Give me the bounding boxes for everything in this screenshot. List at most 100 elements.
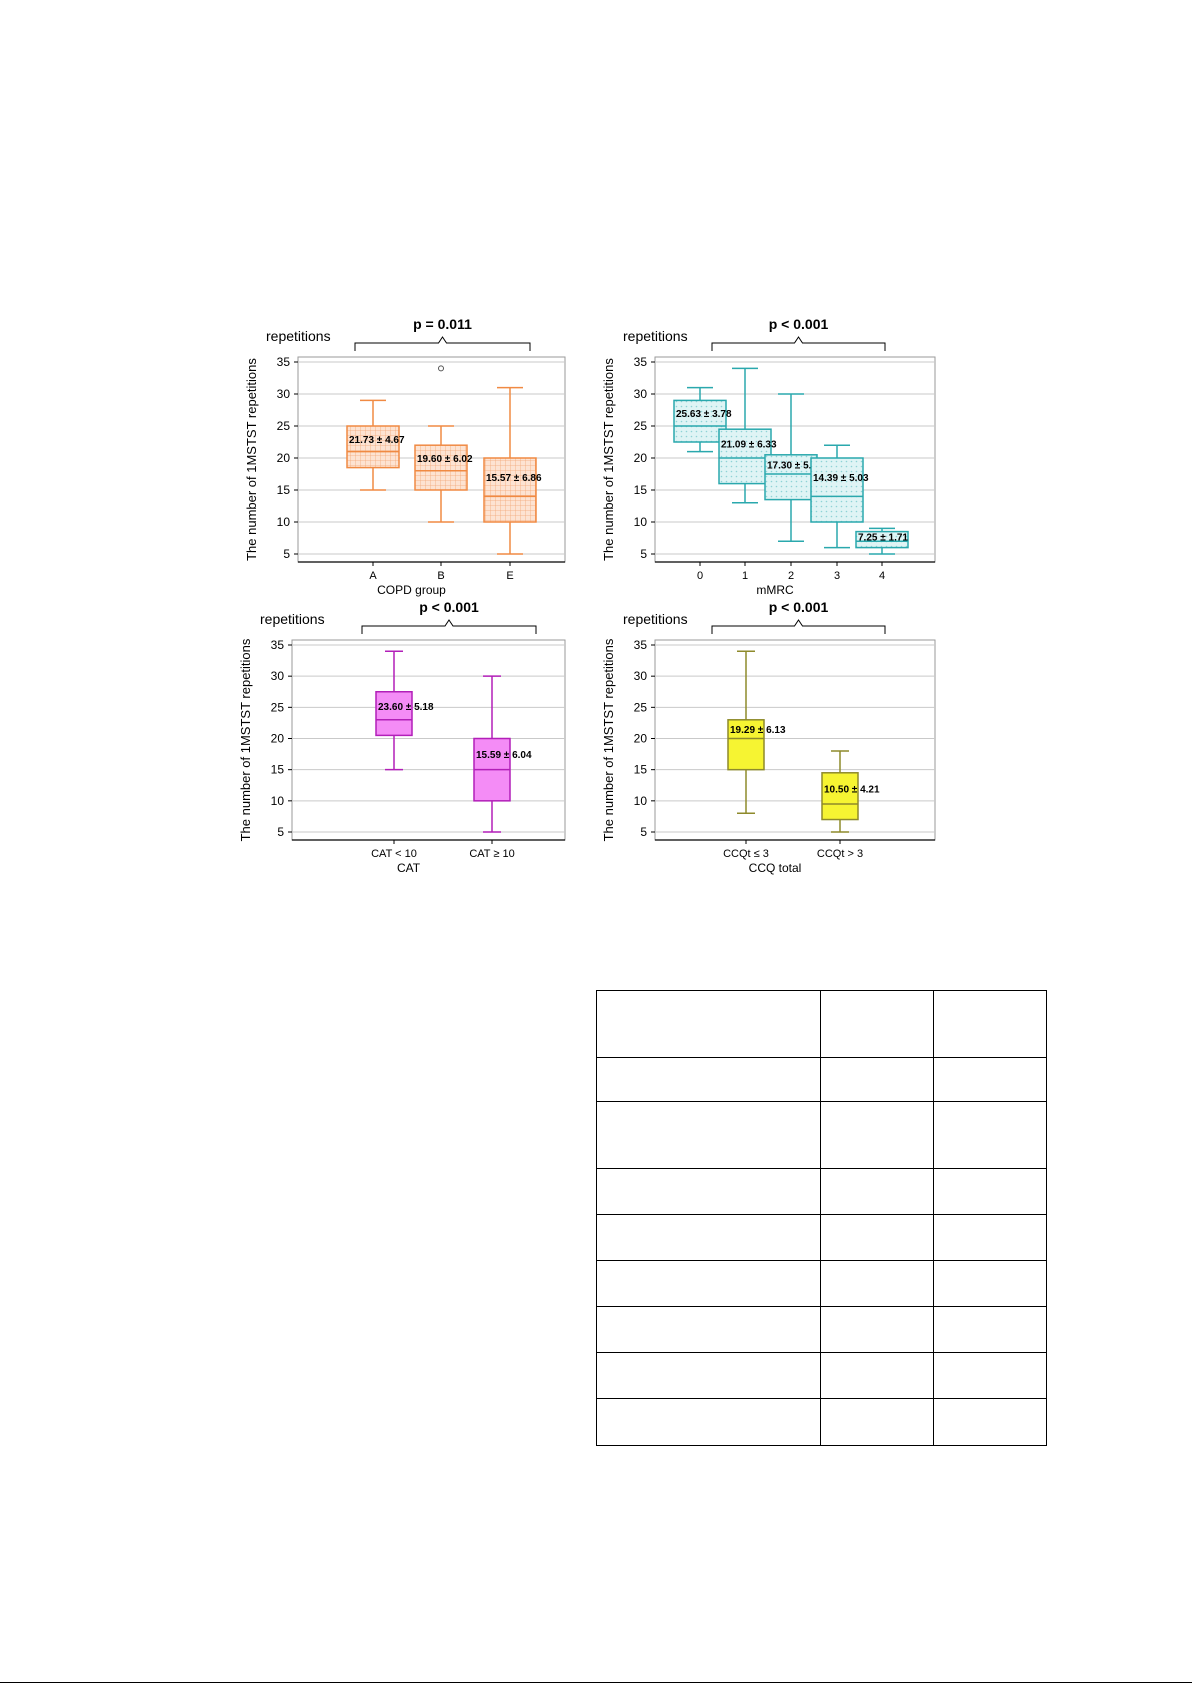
x-tick-label-copd: A [369, 570, 377, 582]
y-tick-label-ccq: 30 [634, 669, 648, 683]
mean-sd-label: 21.09 ± 6.33 [721, 440, 777, 451]
y-tick-label-copd: 30 [277, 387, 291, 401]
table-row [596, 1214, 1047, 1261]
blank-table [596, 990, 1047, 1446]
table-row [596, 1168, 1047, 1215]
table-cell [596, 1260, 821, 1307]
box-cat-0 [375, 691, 413, 737]
y-tick-label-ccq: 20 [634, 732, 648, 746]
y-tick-label-ccq: 10 [634, 794, 648, 808]
y-tick-label-cat: 5 [277, 825, 284, 839]
y-tick-label-mmrc: 5 [640, 547, 647, 561]
y-axis-title-mmrc: The number of 1MSTST repetitions [601, 358, 616, 561]
y-tick-label-copd: 5 [283, 547, 290, 561]
unit-label-mmrc: repetitions [623, 328, 688, 344]
y-tick-label-mmrc: 20 [634, 451, 648, 465]
table-cell [933, 1057, 1047, 1102]
table-cell [933, 1398, 1047, 1446]
table-cell [596, 1214, 821, 1261]
table-cell [596, 1306, 821, 1353]
x-tick-label-mmrc: 0 [697, 570, 703, 582]
box-copd-0 [346, 425, 400, 469]
mean-sd-label: 7.25 ± 1.71 [858, 532, 908, 543]
y-axis-title-cat: The number of 1MSTST repetitions [238, 638, 253, 841]
table-cell [933, 1168, 1047, 1215]
p-value-cat: p < 0.001 [419, 599, 479, 615]
table-cell [820, 1214, 934, 1261]
table-cell [933, 1260, 1047, 1307]
unit-label-cat: repetitions [260, 611, 325, 627]
table-cell [933, 1101, 1047, 1169]
x-tick-label-mmrc: 4 [879, 570, 885, 582]
table-cell [820, 1352, 934, 1399]
x-axis-title-ccq: CCQ total [749, 861, 802, 875]
mean-sd-label: 10.50 ± 4.21 [824, 784, 880, 795]
mean-sd-label: 21.73 ± 4.67 [349, 435, 405, 446]
mean-sd-label: 15.57 ± 6.86 [486, 473, 542, 484]
x-axis-title-copd: COPD group [377, 583, 446, 597]
p-bracket-copd [354, 336, 531, 351]
table-cell [820, 1260, 934, 1307]
box-mmrc-4 [855, 530, 909, 549]
table-row [596, 1398, 1047, 1446]
y-tick-label-copd: 10 [277, 515, 291, 529]
x-tick-label-cat: CAT ≥ 10 [469, 848, 514, 860]
table-cell [596, 1057, 821, 1102]
unit-label-copd: repetitions [266, 328, 331, 344]
box-mmrc-3 [810, 457, 864, 523]
p-value-copd: p = 0.011 [413, 316, 472, 332]
box-ccq-0 [727, 719, 765, 771]
table-cell [820, 1101, 934, 1169]
table-cell [933, 1214, 1047, 1261]
table-cell [596, 1398, 821, 1446]
x-tick-label-copd: E [506, 570, 513, 582]
p-value-ccq: p < 0.001 [769, 599, 829, 615]
table-cell [933, 1352, 1047, 1399]
x-tick-label-ccq: CCQt > 3 [817, 848, 863, 860]
y-tick-label-cat: 25 [271, 700, 285, 714]
table-cell [933, 990, 1047, 1058]
mean-sd-label: 19.60 ± 6.02 [417, 454, 473, 465]
y-tick-label-mmrc: 35 [634, 355, 648, 369]
y-tick-label-ccq: 35 [634, 638, 648, 652]
y-tick-label-mmrc: 15 [634, 483, 648, 497]
table-cell [596, 1101, 821, 1169]
x-tick-label-copd: B [437, 570, 444, 582]
x-tick-label-mmrc: 2 [788, 570, 794, 582]
table-row [596, 990, 1047, 1058]
y-tick-label-copd: 35 [277, 355, 291, 369]
y-tick-label-ccq: 5 [640, 825, 647, 839]
x-tick-label-mmrc: 3 [834, 570, 840, 582]
y-tick-label-cat: 20 [271, 732, 285, 746]
y-tick-label-copd: 15 [277, 483, 291, 497]
table-cell [820, 1168, 934, 1215]
plot-area-cat [291, 639, 566, 841]
y-tick-label-cat: 30 [271, 669, 285, 683]
y-tick-label-cat: 10 [271, 794, 285, 808]
table-cell [820, 1057, 934, 1102]
y-tick-label-mmrc: 30 [634, 387, 648, 401]
y-tick-label-ccq: 25 [634, 700, 648, 714]
box-ccq-1 [821, 772, 859, 821]
y-tick-label-cat: 35 [271, 638, 285, 652]
table-row [596, 1352, 1047, 1399]
x-axis-title-cat: CAT [397, 861, 421, 875]
y-tick-label-copd: 20 [277, 451, 291, 465]
box-copd-1 [414, 444, 468, 491]
p-bracket-cat [361, 619, 537, 634]
mean-sd-label: 17.30 ± 5.33 [767, 460, 823, 471]
mean-sd-label: 19.29 ± 6.13 [730, 725, 786, 736]
table-cell [820, 990, 934, 1058]
page-bottom-rule [0, 1682, 1192, 1683]
y-tick-label-mmrc: 10 [634, 515, 648, 529]
mean-sd-label: 15.59 ± 6.04 [476, 750, 532, 761]
x-axis-title-mmrc: mMRC [756, 583, 794, 597]
mean-sd-label: 14.39 ± 5.03 [813, 473, 869, 484]
box-mmrc-1 [718, 428, 772, 485]
y-tick-label-ccq: 15 [634, 763, 648, 777]
table-row [596, 1101, 1047, 1169]
table-cell [820, 1398, 934, 1446]
table-row [596, 1057, 1047, 1102]
x-tick-label-mmrc: 1 [742, 570, 748, 582]
